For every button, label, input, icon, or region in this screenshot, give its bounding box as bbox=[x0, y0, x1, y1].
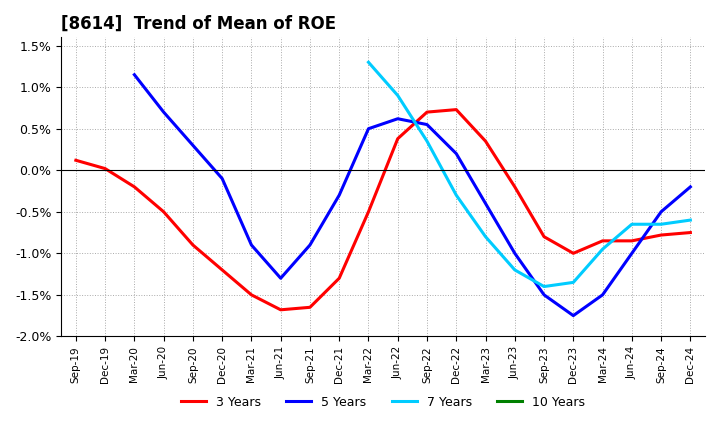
3 Years bbox=[276, 307, 285, 312]
3 Years bbox=[364, 209, 373, 214]
Line: 3 Years: 3 Years bbox=[76, 110, 690, 310]
3 Years bbox=[335, 275, 343, 281]
3 Years bbox=[218, 267, 227, 272]
5 Years bbox=[686, 184, 695, 190]
5 Years bbox=[335, 193, 343, 198]
3 Years bbox=[628, 238, 636, 243]
5 Years bbox=[393, 116, 402, 121]
3 Years bbox=[101, 166, 109, 171]
5 Years bbox=[130, 72, 139, 77]
7 Years bbox=[686, 217, 695, 223]
7 Years bbox=[481, 234, 490, 239]
3 Years bbox=[159, 209, 168, 214]
5 Years bbox=[276, 275, 285, 281]
3 Years bbox=[393, 136, 402, 141]
3 Years bbox=[247, 292, 256, 297]
3 Years bbox=[598, 238, 607, 243]
Line: 7 Years: 7 Years bbox=[369, 62, 690, 286]
5 Years bbox=[218, 176, 227, 181]
5 Years bbox=[452, 151, 461, 156]
Line: 5 Years: 5 Years bbox=[135, 75, 690, 315]
7 Years bbox=[423, 139, 431, 144]
3 Years bbox=[189, 242, 197, 248]
3 Years bbox=[305, 304, 314, 310]
5 Years bbox=[510, 251, 519, 256]
7 Years bbox=[393, 93, 402, 98]
5 Years bbox=[364, 126, 373, 132]
5 Years bbox=[598, 292, 607, 297]
5 Years bbox=[657, 209, 665, 214]
3 Years bbox=[686, 230, 695, 235]
7 Years bbox=[598, 246, 607, 252]
7 Years bbox=[657, 222, 665, 227]
3 Years bbox=[423, 110, 431, 115]
3 Years bbox=[452, 107, 461, 112]
5 Years bbox=[540, 292, 549, 297]
5 Years bbox=[569, 313, 577, 318]
3 Years bbox=[510, 184, 519, 190]
7 Years bbox=[510, 267, 519, 272]
5 Years bbox=[247, 242, 256, 248]
5 Years bbox=[305, 242, 314, 248]
3 Years bbox=[71, 158, 80, 163]
5 Years bbox=[159, 110, 168, 115]
3 Years bbox=[569, 251, 577, 256]
7 Years bbox=[364, 59, 373, 65]
7 Years bbox=[569, 280, 577, 285]
5 Years bbox=[628, 251, 636, 256]
5 Years bbox=[423, 122, 431, 127]
7 Years bbox=[452, 193, 461, 198]
5 Years bbox=[189, 143, 197, 148]
5 Years bbox=[481, 201, 490, 206]
3 Years bbox=[657, 232, 665, 238]
7 Years bbox=[540, 284, 549, 289]
Legend: 3 Years, 5 Years, 7 Years, 10 Years: 3 Years, 5 Years, 7 Years, 10 Years bbox=[176, 391, 590, 414]
3 Years bbox=[481, 139, 490, 144]
Text: [8614]  Trend of Mean of ROE: [8614] Trend of Mean of ROE bbox=[61, 15, 336, 33]
7 Years bbox=[628, 222, 636, 227]
3 Years bbox=[130, 184, 139, 190]
3 Years bbox=[540, 234, 549, 239]
